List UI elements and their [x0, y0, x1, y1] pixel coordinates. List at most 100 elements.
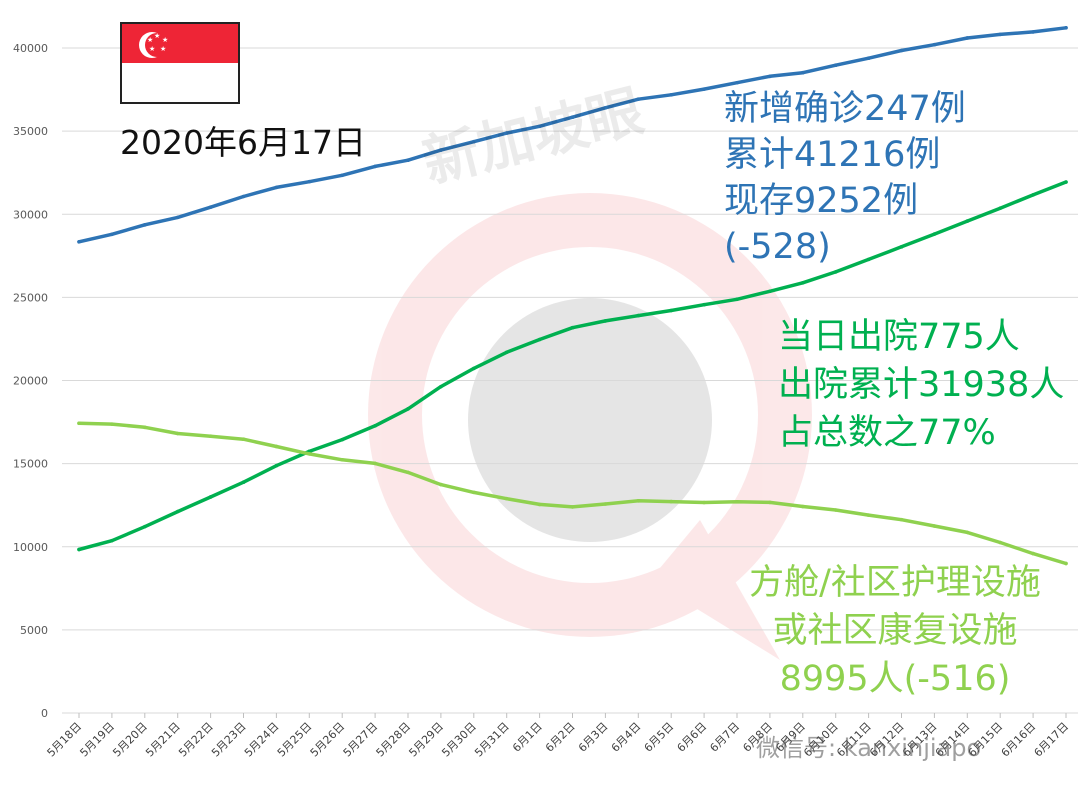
series-lines — [77, 25, 1068, 566]
wechat-watermark: 微信号: kanxinjiapo — [756, 734, 982, 762]
facility-count-label: 8995人(-516) — [779, 659, 1011, 699]
data-point — [735, 80, 739, 85]
x-tick-label: 5月31日 — [472, 720, 512, 760]
data-point — [866, 257, 871, 262]
data-point — [504, 131, 509, 135]
data-point — [899, 517, 904, 522]
x-tick-label: 6月16日 — [999, 720, 1039, 760]
data-point — [340, 457, 345, 462]
x-tick-label: 5月26日 — [308, 720, 348, 760]
y-tick-label: 0 — [41, 707, 48, 720]
x-tick-label: 5月19日 — [77, 720, 117, 760]
data-point — [537, 337, 542, 342]
data-point — [208, 434, 213, 438]
data-point — [669, 499, 673, 504]
data-point — [472, 490, 476, 495]
data-point — [340, 173, 345, 178]
data-point — [208, 495, 213, 499]
date-label: 2020年6月17日 — [120, 123, 366, 162]
data-point — [373, 461, 377, 466]
data-point — [110, 232, 114, 237]
data-point — [833, 270, 838, 274]
x-tick-label: 5月25日 — [275, 720, 315, 760]
data-point — [768, 500, 772, 505]
data-point — [439, 148, 443, 152]
x-tick-label: 5月20日 — [110, 720, 150, 760]
discharged-share-label: 占总数之77% — [778, 413, 996, 453]
svg-text:★: ★ — [162, 36, 168, 44]
y-tick-label: 25000 — [13, 291, 48, 304]
data-point — [603, 502, 608, 506]
data-point — [77, 547, 81, 552]
data-point — [110, 538, 114, 543]
data-point — [1064, 561, 1068, 566]
x-tick-label: 5月24日 — [242, 720, 282, 760]
discharged-annotation: 当日出院775人 出院累计31938人 占总数之77% — [778, 320, 1064, 464]
data-point — [932, 524, 937, 528]
data-point — [406, 158, 410, 163]
data-point — [702, 87, 706, 91]
data-point — [998, 206, 1002, 210]
data-point — [866, 56, 871, 60]
svg-text:★: ★ — [147, 36, 153, 44]
data-point — [175, 215, 180, 220]
data-point — [307, 452, 312, 456]
data-point — [998, 32, 1002, 37]
data-point — [1064, 180, 1068, 184]
x-tick-label: 5月21日 — [143, 720, 183, 760]
x-tick-label: 6月3日 — [576, 720, 611, 755]
data-point — [702, 302, 706, 307]
data-point — [636, 313, 641, 318]
data-point — [472, 139, 476, 144]
data-point — [143, 223, 147, 227]
y-tick-label: 40000 — [13, 42, 48, 55]
data-point — [340, 437, 345, 442]
new-confirmed-label: 新增确诊247例 — [724, 89, 966, 129]
data-point — [899, 245, 904, 249]
data-point — [636, 97, 641, 101]
data-point — [965, 530, 970, 535]
data-point — [669, 93, 673, 97]
data-point — [406, 470, 410, 475]
x-tick-label: 6月1日 — [510, 720, 545, 755]
data-point — [702, 500, 706, 505]
data-point — [1031, 551, 1035, 556]
data-point — [406, 407, 410, 411]
y-tick-label: 15000 — [13, 458, 48, 471]
data-point — [603, 319, 608, 323]
svg-text:★: ★ — [149, 45, 155, 53]
facility-line-2: 或社区康复设施 — [772, 611, 1018, 651]
y-tick-label: 35000 — [13, 125, 48, 138]
data-point — [175, 509, 180, 514]
x-tick-label: 5月18日 — [45, 720, 85, 760]
x-tick-label: 5月22日 — [176, 720, 216, 760]
y-tick-label: 10000 — [13, 541, 48, 554]
data-point — [274, 463, 279, 468]
data-point — [866, 513, 871, 517]
data-point — [570, 505, 575, 509]
x-tick-label: 5月29日 — [406, 720, 446, 760]
data-point — [636, 499, 641, 503]
x-tick-label: 5月27日 — [341, 720, 381, 760]
data-point — [932, 42, 937, 47]
data-point — [735, 297, 739, 302]
data-point — [1064, 25, 1068, 30]
data-point — [1031, 193, 1035, 197]
data-point — [143, 425, 147, 430]
data-point — [274, 185, 279, 190]
active-change-label: (-528) — [724, 227, 831, 267]
data-point — [274, 444, 279, 449]
data-point — [77, 421, 81, 426]
data-point — [504, 350, 509, 355]
x-tick-label: 6月5日 — [642, 720, 677, 755]
y-tick-label: 30000 — [13, 208, 48, 221]
singapore-flag-icon: ★ ★ ★ ★ ★ — [120, 22, 240, 104]
y-tick-label: 5000 — [20, 624, 48, 637]
data-point — [570, 325, 575, 330]
x-tick-label: 6月4日 — [609, 720, 644, 755]
data-point — [241, 437, 246, 442]
data-point — [504, 496, 509, 501]
data-point — [537, 124, 542, 129]
active-cases-label: 现存9252例 — [724, 181, 919, 221]
